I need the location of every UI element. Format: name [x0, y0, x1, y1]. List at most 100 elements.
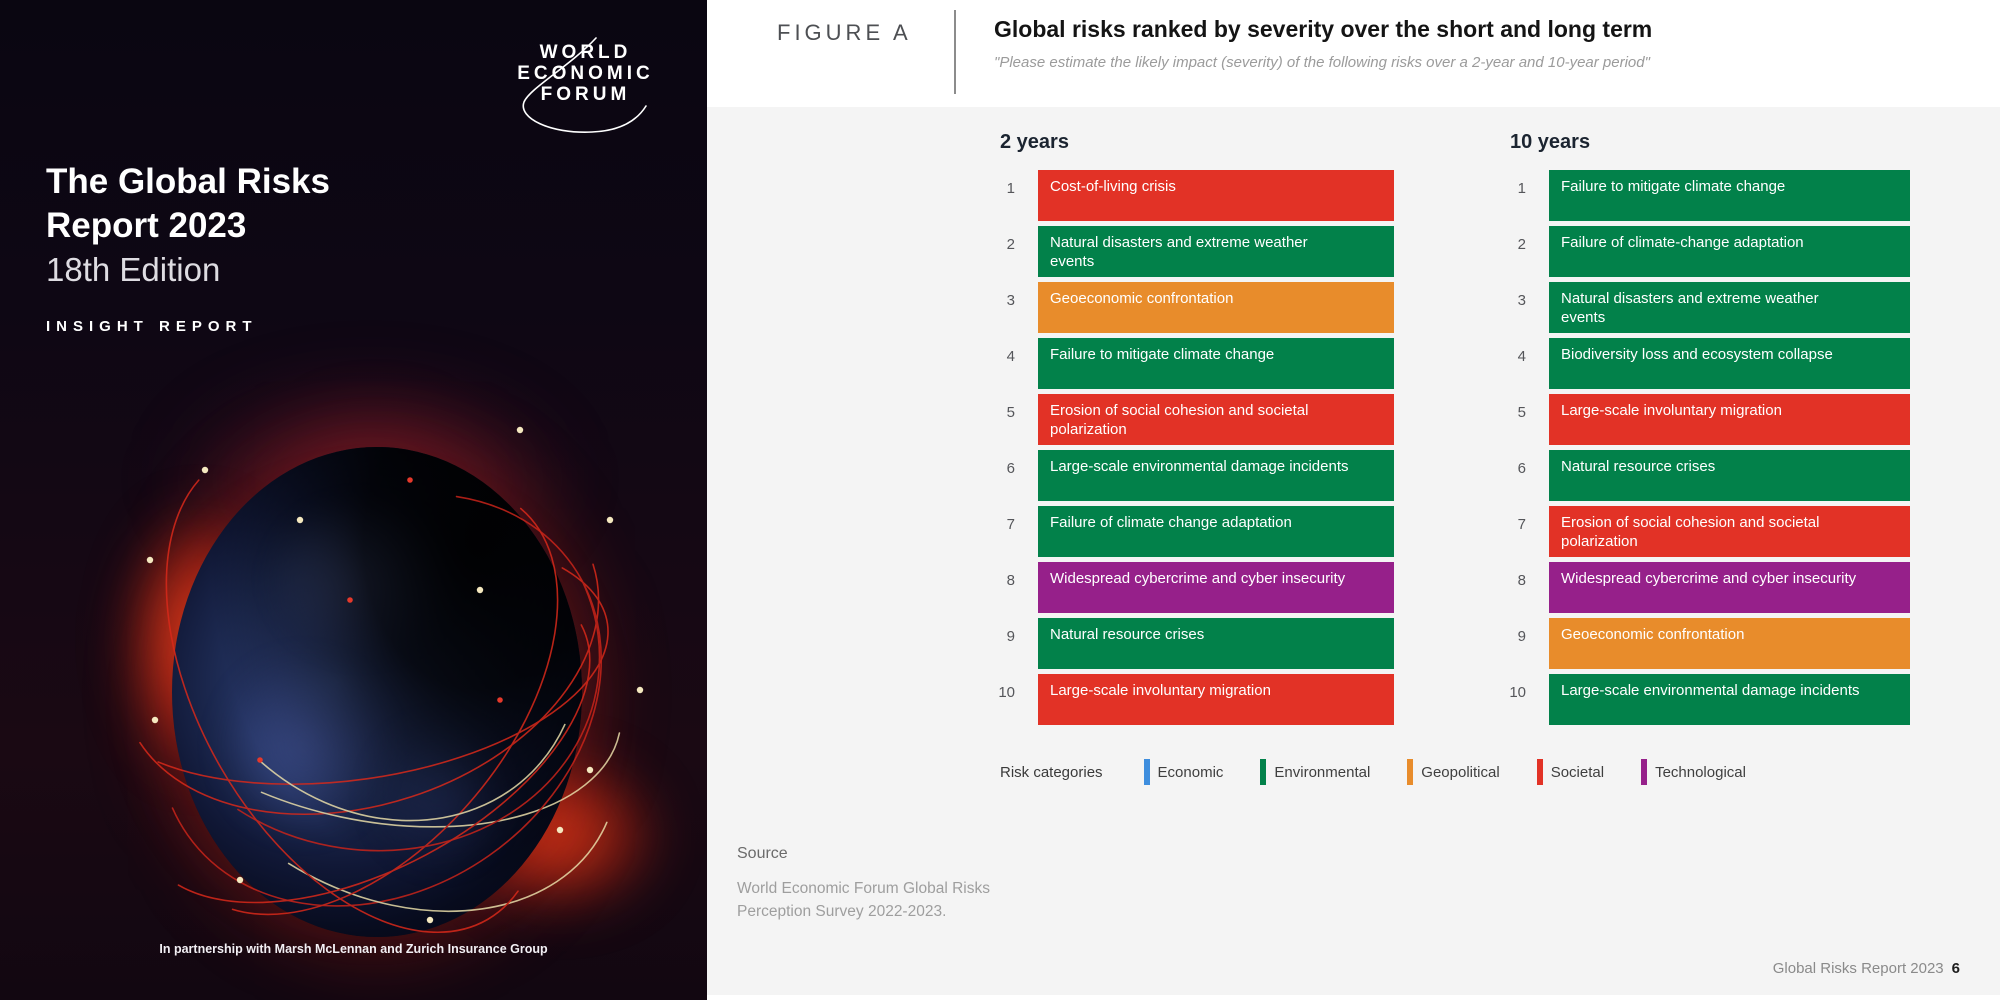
rank-row: 3 Natural disasters and extreme weather …	[1491, 282, 1910, 333]
rank-number: 9	[1517, 628, 1526, 645]
legend-label: Economic	[1157, 763, 1224, 781]
source-line-2: Perception Survey 2022-2023.	[737, 903, 947, 920]
source-heading: Source	[737, 845, 788, 862]
rank-row: 5 Erosion of social cohesion and societa…	[980, 394, 1394, 445]
rank-row: 2 Failure of climate-change adaptation	[1491, 226, 1910, 277]
risk-bar: Failure to mitigate climate change	[1038, 338, 1394, 389]
rank-row: 10 Large-scale involuntary migration	[980, 674, 1394, 725]
globe-illustration	[172, 447, 582, 937]
globe-network-lines	[91, 418, 644, 934]
risk-bar: Widespread cybercrime and cyber insecuri…	[1038, 562, 1394, 613]
figure-title: Global risks ranked by severity over the…	[994, 16, 1653, 42]
economic-color-swatch	[1143, 759, 1150, 785]
rank-row: 8 Widespread cybercrime and cyber insecu…	[1491, 562, 1910, 613]
rank-number: 7	[1517, 516, 1526, 533]
risk-bar: Failure to mitigate climate change	[1549, 170, 1910, 221]
risk-label: Geoeconomic confrontation	[1561, 626, 1745, 643]
risk-bar: Widespread cybercrime and cyber insecuri…	[1549, 562, 1910, 613]
risk-label: Erosion of social cohesion and societal …	[1050, 402, 1309, 438]
rank-number: 3	[1006, 292, 1015, 309]
risk-bar: Large-scale involuntary migration	[1038, 674, 1394, 725]
risk-label: Natural disasters and extreme weather ev…	[1561, 290, 1819, 326]
risk-bar: Geoeconomic confrontation	[1038, 282, 1394, 333]
risk-bar: Large-scale environmental damage inciden…	[1038, 450, 1394, 501]
rank-number: 10	[998, 684, 1015, 701]
wef-logo-word-3: FORUM	[540, 84, 631, 105]
rank-row: 10 Large-scale environmental damage inci…	[1491, 674, 1910, 725]
rank-number: 8	[1517, 572, 1526, 589]
risk-label: Widespread cybercrime and cyber insecuri…	[1050, 570, 1346, 587]
rank-number: 3	[1517, 292, 1526, 309]
risk-label: Failure to mitigate climate change	[1561, 178, 1786, 195]
wef-logo-word-2: ECONOMIC	[517, 63, 654, 84]
globe-shadow	[172, 447, 582, 937]
risk-bar: Geoeconomic confrontation	[1549, 618, 1910, 669]
risk-label: Natural disasters and extreme weather ev…	[1050, 234, 1308, 270]
source-block: Source World Economic Forum Global Risks…	[737, 845, 990, 923]
geopolitical-color-swatch	[1407, 759, 1414, 785]
cover-tagline: INSIGHT REPORT	[46, 318, 258, 335]
risk-bar: Erosion of social cohesion and societal …	[1038, 394, 1394, 445]
risk-bar: Failure of climate change adaptation	[1038, 506, 1394, 557]
risk-label: Widespread cybercrime and cyber insecuri…	[1561, 570, 1857, 587]
cover-title-block: The Global Risks Report 2023 18th Editio…	[46, 160, 330, 292]
risk-bar: Natural disasters and extreme weather ev…	[1549, 282, 1910, 333]
rank-number: 4	[1006, 348, 1015, 365]
rank-row: 3 Geoeconomic confrontation	[980, 282, 1394, 333]
page-footer: Global Risks Report 2023 6	[1773, 960, 1960, 977]
risk-bar: Natural resource crises	[1038, 618, 1394, 669]
rank-number: 10	[1509, 684, 1526, 701]
cover-partnership: In partnership with Marsh McLennan and Z…	[159, 942, 548, 956]
rank-number: 6	[1006, 460, 1015, 477]
rank-number: 5	[1517, 404, 1526, 421]
rank-row: 4 Biodiversity loss and ecosystem collap…	[1491, 338, 1910, 389]
rank-number: 2	[1006, 236, 1015, 253]
rank-number: 2	[1517, 236, 1526, 253]
risk-label: Natural resource crises	[1050, 626, 1205, 643]
risk-label: Large-scale involuntary migration	[1561, 402, 1782, 419]
column-header-10-years: 10 years	[1510, 131, 1591, 153]
risk-bar: Erosion of social cohesion and societal …	[1549, 506, 1910, 557]
risk-categories-legend: Risk categories Economic Environmental G…	[1000, 759, 1746, 785]
environmental-color-swatch	[1260, 759, 1267, 785]
rank-row: 5 Large-scale involuntary migration	[1491, 394, 1910, 445]
risk-label: Biodiversity loss and ecosystem collapse	[1561, 346, 1833, 363]
rank-number: 1	[1517, 180, 1526, 197]
legend-item-environmental: Environmental	[1260, 759, 1370, 785]
risk-label: Geoeconomic confrontation	[1050, 290, 1234, 307]
rank-row: 1 Cost-of-living crisis	[980, 170, 1394, 221]
rank-row: 2 Natural disasters and extreme weather …	[980, 226, 1394, 277]
rank-row: 9 Natural resource crises	[980, 618, 1394, 669]
risk-label: Erosion of social cohesion and societal …	[1561, 514, 1820, 550]
risk-bar: Biodiversity loss and ecosystem collapse	[1549, 338, 1910, 389]
rank-row: 4 Failure to mitigate climate change	[980, 338, 1394, 389]
risk-bar: Natural disasters and extreme weather ev…	[1038, 226, 1394, 277]
rank-row: 9 Geoeconomic confrontation	[1491, 618, 1910, 669]
wef-logo-word-1: WORLD	[539, 42, 632, 63]
rank-number: 1	[1006, 180, 1015, 197]
rank-row: 7 Erosion of social cohesion and societa…	[1491, 506, 1910, 557]
risk-label: Failure of climate change adaptation	[1050, 514, 1292, 531]
risk-label: Natural resource crises	[1561, 458, 1716, 475]
legend-item-societal: Societal	[1536, 759, 1605, 785]
wef-logo-swoosh	[522, 37, 647, 133]
rank-row: 8 Widespread cybercrime and cyber insecu…	[980, 562, 1394, 613]
source-line-1: World Economic Forum Global Risks	[737, 880, 990, 897]
legend-label: Societal	[1550, 763, 1605, 781]
figure-page: FIGURE A Global risks ranked by severity…	[707, 0, 2000, 1000]
cover-title-line-2: Report 2023	[46, 206, 247, 245]
risk-label: Large-scale environmental damage inciden…	[1561, 682, 1860, 699]
figure-label: FIGURE A	[777, 20, 912, 45]
risk-label: Failure to mitigate climate change	[1050, 346, 1275, 363]
cover-title-line-1: The Global Risks	[46, 162, 330, 201]
footer-report-name: Global Risks Report 2023	[1772, 960, 1944, 977]
rank-number: 6	[1517, 460, 1526, 477]
risk-bar: Cost-of-living crisis	[1038, 170, 1394, 221]
footer-page-number: 6	[1951, 960, 1960, 977]
legend-label: Technological	[1655, 763, 1746, 781]
risk-label: Large-scale involuntary migration	[1050, 682, 1271, 699]
rank-number: 4	[1517, 348, 1526, 365]
figure-subtitle: "Please estimate the likely impact (seve…	[994, 54, 1650, 71]
header-divider	[954, 10, 956, 94]
